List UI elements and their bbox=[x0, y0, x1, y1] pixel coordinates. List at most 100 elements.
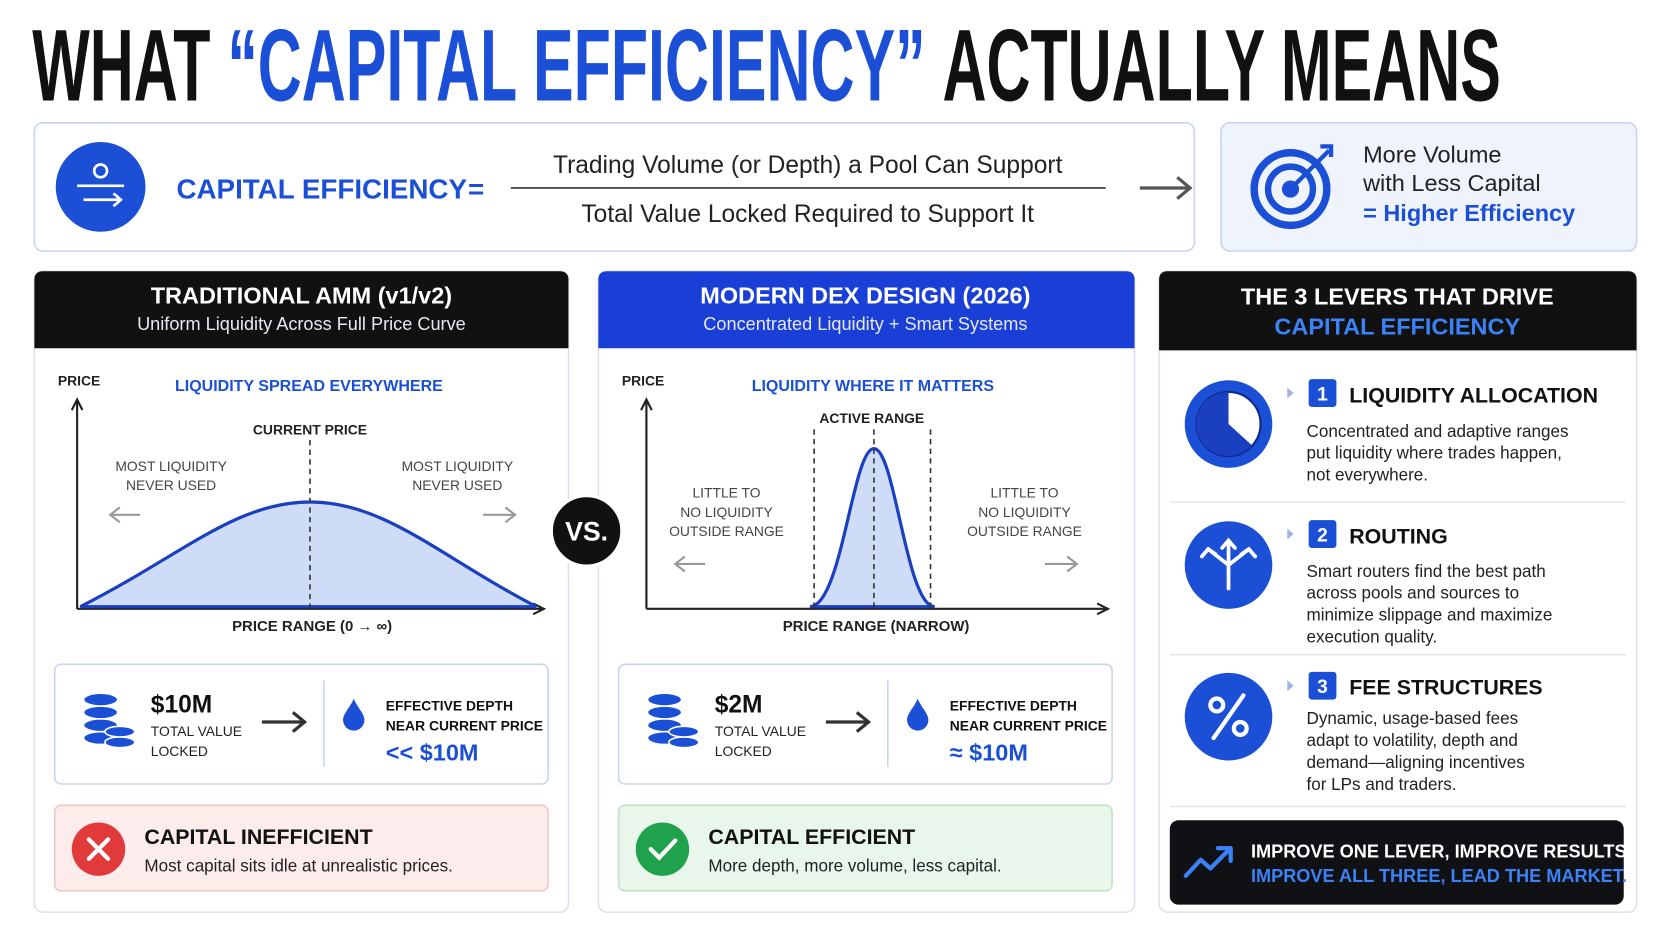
chart-note: NO LIQUIDITY bbox=[978, 504, 1071, 520]
formula-arrow bbox=[1139, 176, 1193, 200]
verdict-text: More depth, more volume, less capital. bbox=[708, 857, 1001, 876]
tvl-label: TOTAL VALUE bbox=[715, 723, 806, 739]
lever-description: Concentrated and adaptive ranges bbox=[1306, 422, 1568, 441]
note-arrow bbox=[673, 555, 706, 573]
depth-label: EFFECTIVE DEPTH bbox=[386, 697, 513, 713]
verdict-title: CAPITAL INEFFICIENT bbox=[144, 825, 372, 849]
lever-description: adapt to volatility, depth and bbox=[1306, 731, 1517, 750]
lever-description: minimize slippage and maximize bbox=[1306, 606, 1552, 625]
lever-marker bbox=[1287, 680, 1294, 692]
result-line: = Higher Efficiency bbox=[1363, 200, 1575, 226]
icon-part bbox=[83, 192, 123, 208]
lever-description: not everywhere. bbox=[1306, 466, 1428, 485]
lever-marker bbox=[1287, 387, 1294, 399]
verdict-icon bbox=[635, 822, 690, 876]
tvl-value: $10M bbox=[151, 691, 212, 718]
vs-label: VS. bbox=[565, 516, 608, 546]
coin-icon bbox=[668, 725, 700, 738]
tvl-label: LOCKED bbox=[151, 743, 208, 759]
target-arrow bbox=[1288, 144, 1334, 191]
chart-note: NEVER USED bbox=[126, 477, 216, 493]
coin-icon bbox=[668, 736, 700, 749]
verdict-box bbox=[617, 804, 1113, 892]
lever-number-box bbox=[1308, 671, 1337, 700]
note-arrow bbox=[482, 506, 517, 524]
formula-denominator: Total Value Locked Required to Support I… bbox=[581, 201, 1034, 228]
lever-number: 3 bbox=[1317, 677, 1328, 698]
result-line: with Less Capital bbox=[1362, 170, 1541, 196]
formula-box bbox=[33, 122, 1196, 252]
percent-icon bbox=[1211, 693, 1246, 741]
page-title: WHAT “CAPITAL EFFICIENCY” ACTUALLY MEANS bbox=[32, 7, 1501, 122]
chart-headline: LIQUIDITY SPREAD EVERYWHERE bbox=[175, 377, 443, 395]
title-part: ACTUALLY MEANS bbox=[942, 7, 1500, 122]
panel-title: TRADITIONAL AMM (v1/v2) bbox=[151, 282, 452, 308]
note-arrow bbox=[1044, 555, 1079, 573]
y-axis bbox=[640, 397, 653, 609]
lever-description: demand—aligning incentives bbox=[1306, 753, 1524, 772]
vs-badge bbox=[549, 493, 624, 568]
panel-header bbox=[34, 271, 569, 357]
panel-title: MODERN DEX DESIGN (2026) bbox=[700, 282, 1030, 308]
verdict-title: CAPITAL EFFICIENT bbox=[708, 825, 915, 849]
chart-note: MOST LIQUIDITY bbox=[115, 458, 227, 474]
lever-marker bbox=[1287, 528, 1294, 540]
lever-title: LIQUIDITY ALLOCATION bbox=[1349, 384, 1598, 408]
routing-icon bbox=[1199, 537, 1258, 591]
icon-part bbox=[92, 163, 109, 179]
verdict-icon-glyph bbox=[648, 838, 678, 861]
title-highlight: “CAPITAL EFFICIENCY” bbox=[227, 7, 925, 122]
panel-header bbox=[1159, 271, 1637, 351]
drop-icon bbox=[907, 698, 929, 731]
title-part: WHAT bbox=[32, 7, 210, 122]
pie-icon bbox=[1196, 391, 1253, 457]
trend-icon bbox=[1183, 845, 1233, 878]
verdict-icon-glyph bbox=[86, 837, 111, 861]
depth-label: NEAR CURRENT PRICE bbox=[386, 718, 543, 734]
lever-description: Smart routers find the best path bbox=[1306, 562, 1545, 581]
panel-subtitle: Concentrated Liquidity + Smart Systems bbox=[703, 314, 1027, 334]
lever-description: put liquidity where trades happen, bbox=[1306, 444, 1561, 463]
lever-description: for LPs and traders. bbox=[1306, 775, 1456, 794]
panel-subtitle: Uniform Liquidity Across Full Price Curv… bbox=[137, 314, 466, 334]
target-icon bbox=[1264, 163, 1317, 215]
result-line: More Volume bbox=[1363, 141, 1501, 167]
percent-icon bbox=[1231, 719, 1249, 737]
depth-label: EFFECTIVE DEPTH bbox=[950, 697, 1077, 713]
coin-icon bbox=[82, 705, 119, 720]
y-axis-label: PRICE bbox=[58, 373, 100, 389]
target-icon bbox=[1250, 149, 1331, 230]
levers-title: THE 3 LEVERS THAT DRIVE bbox=[1241, 283, 1554, 309]
chart-note: NO LIQUIDITY bbox=[680, 504, 773, 520]
y-axis bbox=[70, 397, 84, 609]
depth-label: NEAR CURRENT PRICE bbox=[950, 718, 1107, 734]
stats-arrow bbox=[261, 711, 308, 733]
lever-title: ROUTING bbox=[1349, 525, 1448, 549]
footer-line: IMPROVE ONE LEVER, IMPROVE RESULTS. bbox=[1251, 842, 1632, 862]
coin-icon bbox=[646, 705, 683, 720]
levers-title-highlight: CAPITAL EFFICIENCY bbox=[1274, 313, 1520, 339]
formula-operator: = bbox=[468, 174, 484, 205]
lever-number: 2 bbox=[1317, 526, 1328, 547]
marker-label: CURRENT PRICE bbox=[253, 422, 367, 438]
verdict-box bbox=[53, 804, 549, 892]
chart-note: OUTSIDE RANGE bbox=[669, 523, 784, 539]
note-arrow bbox=[108, 506, 141, 524]
x-axis-label: PRICE RANGE (NARROW) bbox=[783, 618, 970, 635]
stats-arrow bbox=[825, 711, 872, 733]
chart-note: LITTLE TO bbox=[692, 485, 760, 501]
x-axis-label: PRICE RANGE (0 → ∞) bbox=[232, 618, 392, 635]
depth-value: << $10M bbox=[386, 739, 479, 765]
chart-note: MOST LIQUIDITY bbox=[402, 458, 514, 474]
lever-number: 1 bbox=[1317, 385, 1328, 406]
tvl-label: LOCKED bbox=[715, 743, 772, 759]
tvl-value: $2M bbox=[715, 691, 763, 718]
drop-icon bbox=[343, 698, 365, 731]
coin-icon bbox=[104, 725, 136, 738]
lever-number-box bbox=[1308, 520, 1337, 548]
lever-title: FEE STRUCTURES bbox=[1349, 675, 1542, 699]
chart-note: NEVER USED bbox=[412, 477, 502, 493]
coin-icon bbox=[104, 736, 136, 749]
